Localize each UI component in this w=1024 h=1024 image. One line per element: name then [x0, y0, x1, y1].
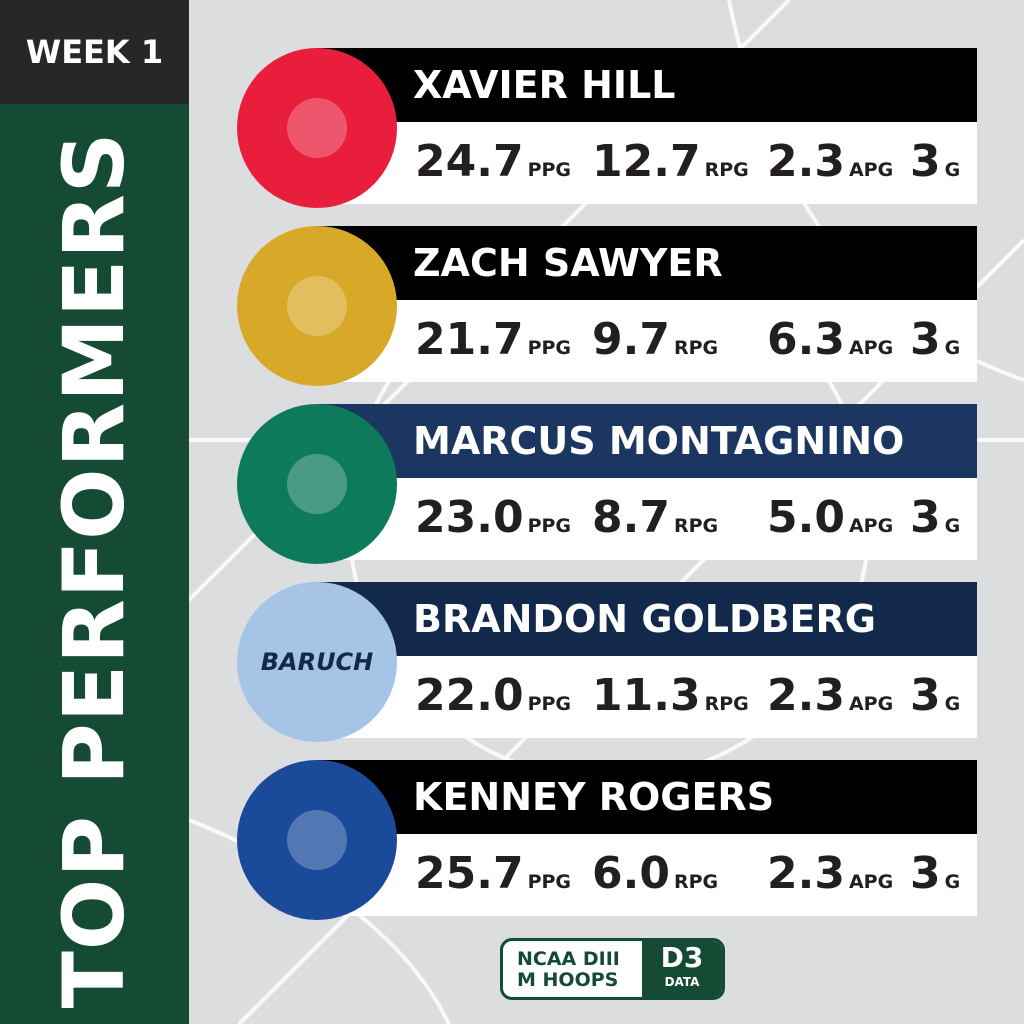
player-card: BRANDON GOLDBERG 22.0 PPG 11.3 RPG 2.3 APG 3 G BA…: [237, 582, 977, 742]
brand-mark-sub: DATA: [664, 975, 700, 989]
spartan-m-logo-icon: [237, 226, 397, 386]
stat: 24.7 PPG: [415, 136, 571, 187]
stat: 22.0 PPG: [415, 670, 571, 721]
stat-value: 2.3: [767, 136, 845, 187]
stat-unit: RPG: [704, 159, 749, 181]
stat-unit: RPG: [673, 871, 719, 893]
stat-value: 8.7: [592, 492, 670, 543]
stat-unit: APG: [848, 337, 894, 359]
stat-value: 2.3: [767, 670, 845, 721]
stat: 2.3 APG: [767, 136, 893, 187]
week-label: WEEK 1: [0, 0, 189, 104]
red-d-logo-icon: [237, 48, 397, 208]
player-card: XAVIER HILL 24.7 PPG 12.7 RPG 2.3 APG 3 G: [237, 48, 977, 208]
stat-unit: APG: [848, 871, 894, 893]
stat-unit: PPG: [527, 337, 572, 359]
stats-row: 21.7 PPG 9.7 RPG 6.3 APG 3 G: [315, 300, 977, 382]
stat: 23.0 PPG: [415, 492, 571, 543]
stat-value: 3: [910, 492, 941, 543]
stats-row: 22.0 PPG 11.3 RPG 2.3 APG 3 G: [315, 656, 977, 738]
stat-value: 11.3: [592, 670, 701, 721]
stat: 2.3 APG: [767, 670, 893, 721]
stat-unit: PPG: [527, 515, 572, 537]
player-name: KENNEY ROGERS: [315, 760, 977, 834]
player-card: MARCUS MONTAGNINO 23.0 PPG 8.7 RPG 5.0 APG 3 G: [237, 404, 977, 564]
player-card: ZACH SAWYER 21.7 PPG 9.7 RPG 6.3 APG 3 G: [237, 226, 977, 386]
stat-unit: G: [944, 515, 961, 537]
player-name: ZACH SAWYER: [315, 226, 977, 300]
stat: 25.7 PPG: [415, 848, 571, 899]
sidebar: WEEK 1 TOP PERFORMERS: [0, 0, 189, 1024]
baruch-bearcats-logo-icon: BARUCH: [237, 582, 397, 742]
stat-unit: RPG: [704, 693, 749, 715]
stat-unit: PPG: [527, 871, 572, 893]
page-title: TOP PERFORMERS: [45, 131, 143, 1009]
stat: 8.7 RPG: [592, 492, 718, 543]
brand-mark: D3: [660, 941, 704, 974]
stat: 5.0 APG: [767, 492, 893, 543]
stat-unit: APG: [848, 693, 894, 715]
stat-unit: G: [944, 159, 961, 181]
brand-logo: NCAA DIII M HOOPS D3 DATA: [500, 938, 725, 1000]
stat-value: 21.7: [415, 314, 524, 365]
logo-text: BARUCH: [260, 648, 374, 676]
stat-value: 3: [910, 848, 941, 899]
brand-line1: NCAA DIII: [517, 948, 620, 970]
stat-unit: PPG: [527, 159, 572, 181]
player-name: XAVIER HILL: [315, 48, 977, 122]
player-name: MARCUS MONTAGNINO: [315, 404, 977, 478]
owl-w-logo-icon: [237, 760, 397, 920]
stat: 6.0 RPG: [592, 848, 718, 899]
stat-unit: G: [944, 693, 961, 715]
stats-row: 23.0 PPG 8.7 RPG 5.0 APG 3 G: [315, 478, 977, 560]
stat-value: 9.7: [592, 314, 670, 365]
stats-row: 25.7 PPG 6.0 RPG 2.3 APG 3 G: [315, 834, 977, 916]
hawk-logo-icon: [237, 404, 397, 564]
stat-value: 24.7: [415, 136, 524, 187]
stat-unit: G: [944, 337, 961, 359]
stats-row: 24.7 PPG 12.7 RPG 2.3 APG 3 G: [315, 122, 977, 204]
stat-unit: APG: [848, 515, 894, 537]
stat-value: 12.7: [592, 136, 701, 187]
stat-value: 23.0: [415, 492, 524, 543]
stat-value: 25.7: [415, 848, 524, 899]
stat: 6.3 APG: [767, 314, 893, 365]
stat-value: 5.0: [767, 492, 845, 543]
stat-value: 3: [910, 670, 941, 721]
stat-unit: APG: [848, 159, 894, 181]
stat-unit: PPG: [527, 693, 572, 715]
stat: 12.7 RPG: [592, 136, 749, 187]
stat-unit: G: [944, 871, 961, 893]
stat-value: 2.3: [767, 848, 845, 899]
stat-value: 22.0: [415, 670, 524, 721]
stat-unit: RPG: [673, 337, 719, 359]
stat-value: 6.0: [592, 848, 670, 899]
stat: 2.3 APG: [767, 848, 893, 899]
stat: 21.7 PPG: [415, 314, 571, 365]
stat-value: 3: [910, 314, 941, 365]
stat-value: 6.3: [767, 314, 845, 365]
brand-line2: M HOOPS: [517, 969, 619, 991]
stat-value: 3: [910, 136, 941, 187]
stat: 11.3 RPG: [592, 670, 749, 721]
player-name: BRANDON GOLDBERG: [315, 582, 977, 656]
player-card: KENNEY ROGERS 25.7 PPG 6.0 RPG 2.3 APG 3 G: [237, 760, 977, 920]
stat: 9.7 RPG: [592, 314, 718, 365]
stat-unit: RPG: [673, 515, 719, 537]
